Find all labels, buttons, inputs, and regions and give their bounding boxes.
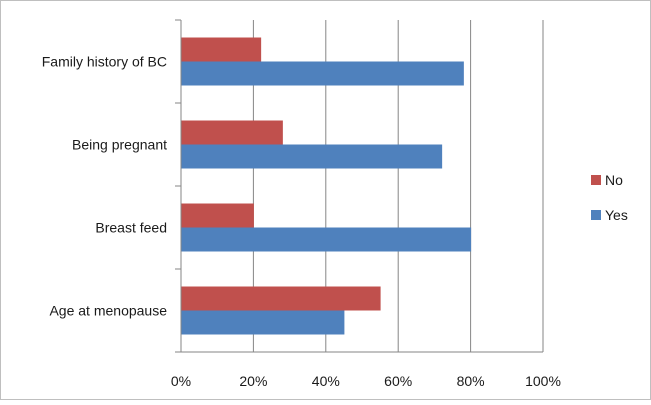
legend: No Yes bbox=[591, 172, 628, 223]
x-tick-label: 20% bbox=[239, 373, 267, 389]
axes: 0% 20% 40% 60% 80% 100% Family history of BC Be… bbox=[42, 19, 561, 389]
bar-no-2 bbox=[181, 203, 254, 228]
x-tick-label: 80% bbox=[457, 373, 485, 389]
x-tick-label: 100% bbox=[525, 373, 561, 389]
legend-swatch-yes bbox=[591, 210, 601, 220]
x-tick-label: 40% bbox=[312, 373, 340, 389]
legend-label-yes: Yes bbox=[605, 207, 628, 223]
bar-yes-2 bbox=[181, 227, 472, 252]
category-label: Age at menopause bbox=[49, 303, 167, 319]
x-tick-label: 0% bbox=[171, 373, 191, 389]
category-label: Family history of BC bbox=[42, 54, 167, 70]
bar-yes-3 bbox=[181, 310, 345, 335]
bar-no-0 bbox=[181, 37, 262, 62]
legend-label-no: No bbox=[605, 172, 623, 188]
bars bbox=[181, 37, 472, 335]
x-tick-label: 60% bbox=[384, 373, 412, 389]
category-label: Being pregnant bbox=[72, 137, 167, 153]
bar-yes-1 bbox=[181, 144, 443, 169]
bar-yes-0 bbox=[181, 61, 464, 86]
legend-swatch-no bbox=[591, 175, 601, 185]
bar-no-1 bbox=[181, 120, 283, 145]
bar-no-3 bbox=[181, 286, 381, 311]
category-label: Breast feed bbox=[95, 220, 167, 236]
